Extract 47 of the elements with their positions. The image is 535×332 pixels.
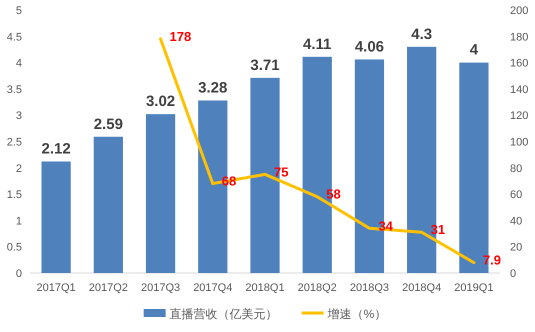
data-label: 2.12 (42, 140, 71, 158)
data-label: 178 (170, 28, 192, 44)
y2-tick-label: 120 (510, 110, 528, 122)
x-tick-label: 2018Q3 (350, 282, 390, 294)
data-label: 3.02 (146, 93, 176, 110)
bar (146, 114, 176, 273)
data-label: 3.71 (250, 56, 280, 74)
y2-tick-label: 60 (510, 189, 522, 202)
y2-tick-label: 160 (510, 58, 528, 70)
data-label: 4.3 (411, 26, 432, 43)
bar (41, 161, 71, 273)
y2-tick-label: 140 (510, 84, 528, 96)
y2-tick-label: 40 (510, 215, 522, 228)
y-tick-label: 5 (16, 5, 22, 17)
data-label: 68 (222, 174, 236, 189)
x-tick-label: 2018Q2 (298, 282, 337, 294)
y2-tick-label: 200 (510, 5, 528, 17)
x-tick-label: 2017Q1 (36, 282, 76, 294)
y-tick-label: 4.5 (6, 31, 22, 44)
x-tick-label: 2019Q1 (454, 282, 494, 294)
y-tick-label: 3 (16, 110, 22, 122)
x-tick-label: 2017Q3 (140, 282, 180, 294)
y-tick-label: 4 (16, 58, 22, 70)
y2-tick-label: 80 (510, 162, 522, 175)
y2-tick-label: 20 (510, 242, 522, 254)
data-label: 4.11 (303, 36, 332, 53)
data-label: 4.06 (354, 38, 384, 56)
legend-label: 增速（%） (326, 307, 386, 321)
data-label: 2.59 (94, 116, 123, 133)
y-tick-label: 2.5 (6, 136, 22, 148)
y-tick-label: 0 (16, 268, 22, 280)
y-tick-label: 3.5 (6, 84, 22, 96)
data-label: 3.28 (198, 79, 228, 96)
y2-tick-label: 0 (510, 268, 516, 280)
y-tick-label: 1 (16, 215, 22, 228)
legend-label: 直播营收（亿美元） (170, 307, 278, 321)
x-tick-label: 2018Q1 (245, 282, 285, 294)
y-tick-label: 0.5 (6, 242, 22, 254)
y-tick-label: 1.5 (6, 189, 22, 202)
y2-tick-label: 180 (510, 31, 528, 44)
y2-tick-label: 100 (510, 136, 528, 148)
bar (94, 136, 123, 273)
x-tick-label: 2018Q4 (402, 282, 442, 294)
data-label: 4 (470, 42, 479, 59)
y-tick-label: 2 (16, 162, 22, 175)
x-tick-label: 2017Q4 (193, 282, 232, 294)
x-tick-label: 2017Q2 (88, 282, 128, 294)
